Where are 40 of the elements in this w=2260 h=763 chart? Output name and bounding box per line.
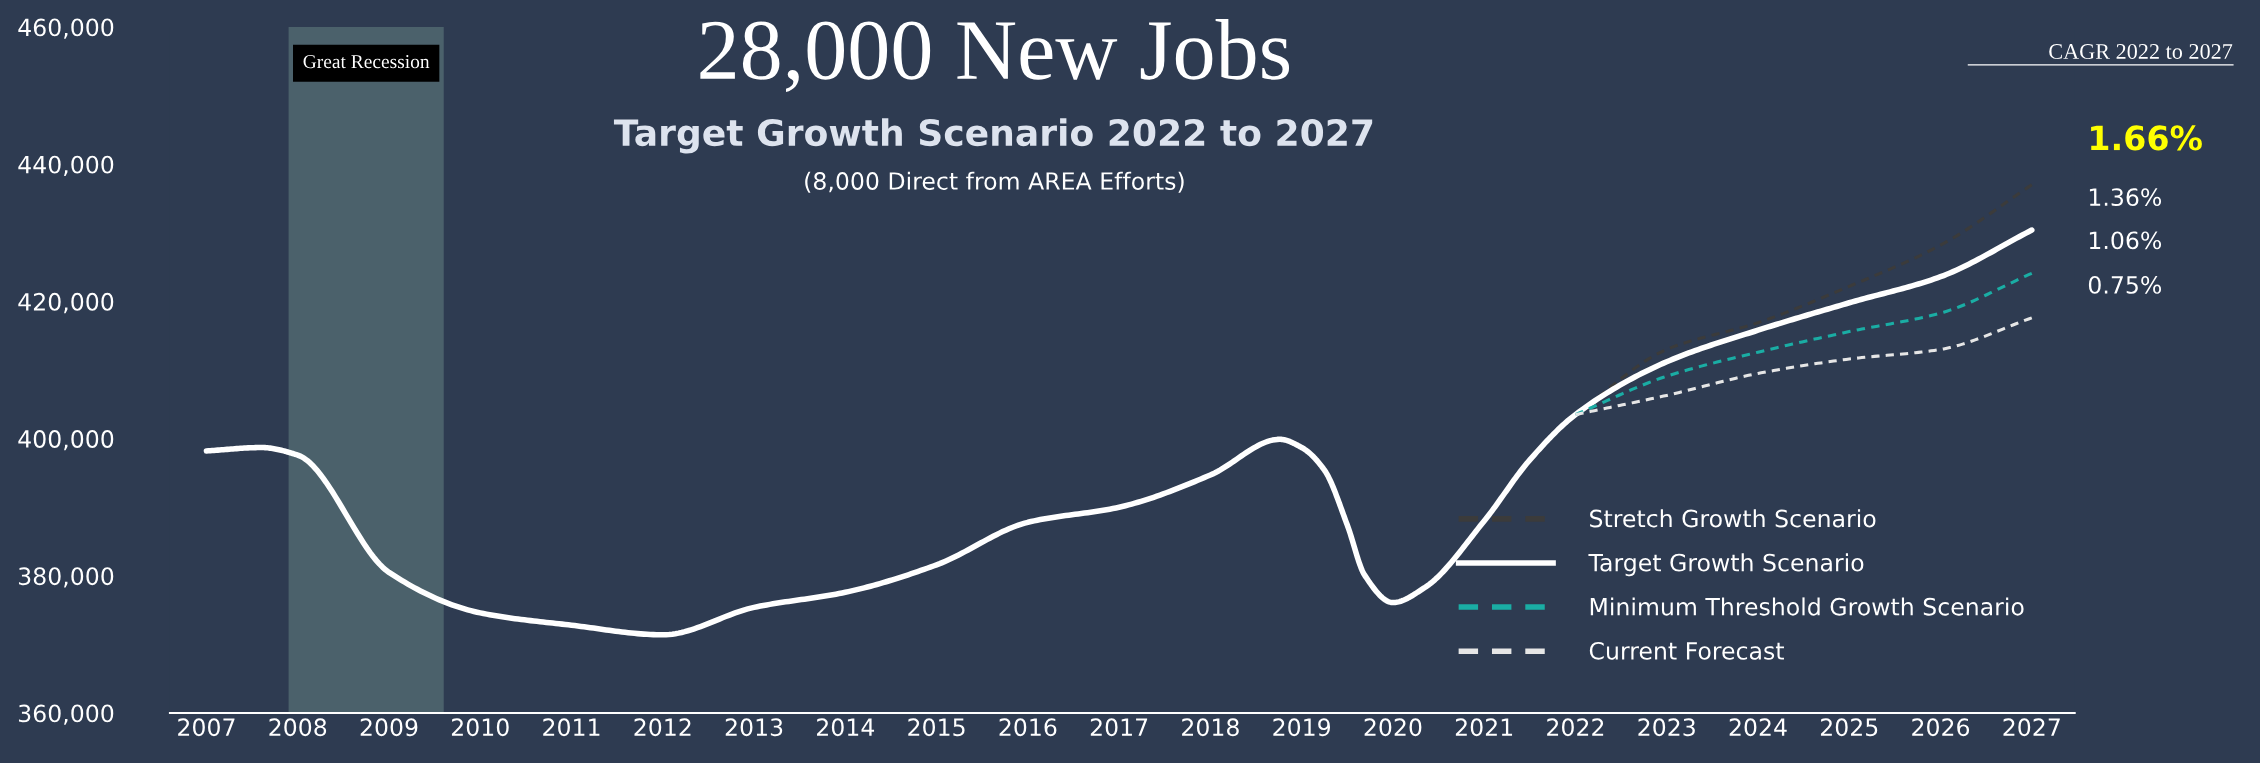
x-tick-label: 2010 [451, 718, 509, 737]
x-tick-label: 2022 [1547, 718, 1604, 737]
annotation: CAGR 2022 to 2027 [2049, 43, 2233, 59]
x-tick-label: 2011 [543, 718, 600, 737]
band-label: Great Recession [303, 55, 430, 69]
legend-label: Current Forecast [1589, 641, 1784, 660]
x-tick-label: 2023 [1638, 718, 1695, 737]
legend-label: Minimum Threshold Growth Scenario [1590, 597, 2024, 616]
text: 1.66% [2091, 125, 2202, 151]
x-tick-label: 2027 [2003, 718, 2060, 737]
text: 0.75% [2088, 276, 2162, 294]
x-tick-label: 2018 [1182, 718, 1239, 737]
text: Target Growth Scenario 2022 to 2027 [613, 118, 1373, 154]
x-tick-label: 2015 [908, 718, 965, 737]
x-tick-label: 2012 [634, 718, 691, 737]
x-tick-label: 2016 [999, 718, 1057, 737]
x-tick-label: 2008 [269, 718, 327, 737]
x-tick-label: 2019 [1273, 718, 1331, 737]
y-tick-label: 380,000 [18, 567, 114, 588]
y-tick-label: 440,000 [18, 155, 114, 176]
annotation: (8,000 Direct from AREA Efforts) [805, 171, 1184, 193]
legend-label: Stretch Growth Scenario [1590, 509, 1876, 528]
y-tick-label: 460,000 [18, 18, 114, 39]
x-tick-label: 2020 [1364, 718, 1422, 737]
y-tick-label: 420,000 [18, 292, 114, 314]
text: 1.36% [2089, 188, 2162, 207]
x-tick-label: 2017 [1090, 718, 1148, 737]
x-tick-label: 2025 [1820, 718, 1878, 737]
legend-label: Target Growth Scenario [1588, 553, 1864, 577]
x-tick-label: 2014 [817, 718, 875, 737]
x-tick-label: 2026 [1912, 718, 1970, 737]
y-tick-label: 400,000 [18, 430, 114, 451]
x-tick-label: 2007 [178, 718, 235, 737]
chart-title: 28,000 New Jobs [700, 19, 1290, 93]
text: 1.06% [2089, 231, 2162, 250]
x-tick-label: 2024 [1729, 718, 1787, 737]
x-tick-label: 2013 [725, 718, 783, 737]
y-tick-label: 360,000 [18, 704, 114, 725]
x-tick-label: 2021 [1455, 718, 1513, 737]
x-tick-label: 2009 [360, 718, 418, 737]
